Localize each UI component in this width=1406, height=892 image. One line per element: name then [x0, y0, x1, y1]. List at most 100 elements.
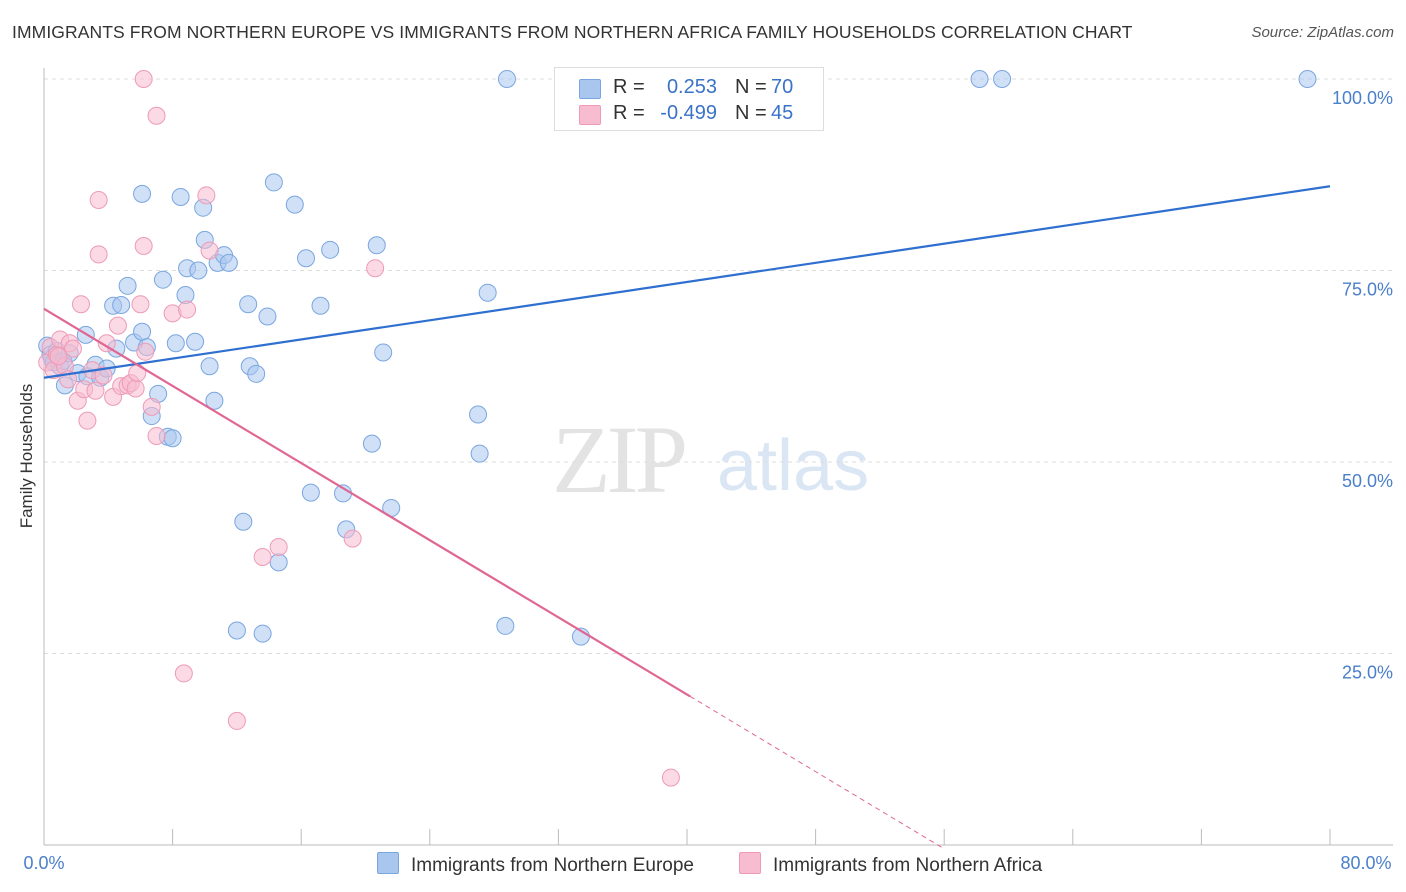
point-northern-africa — [89, 245, 108, 264]
point-northern-europe — [163, 429, 182, 448]
legend-item-northern-europe[interactable]: Immigrants from Northern Europe — [377, 852, 694, 877]
legend-label-northern-africa: Immigrants from Northern Africa — [773, 855, 1043, 876]
data-points — [38, 70, 1317, 787]
stats-row-blue: R = 0.253 N = 70 — [555, 75, 823, 101]
point-northern-africa — [253, 547, 272, 566]
point-northern-europe — [362, 434, 381, 453]
point-northern-europe — [227, 621, 246, 640]
point-northern-europe — [367, 236, 386, 255]
point-northern-europe — [374, 343, 393, 362]
trendline-northern-africa — [43, 307, 691, 698]
point-northern-europe — [469, 405, 488, 424]
point-northern-europe — [118, 276, 137, 295]
tick-labels: 25.0% 50.0% 75.0% 100.0% 0.0% 80.0% — [23, 88, 1393, 873]
point-northern-europe — [189, 261, 208, 280]
point-northern-africa — [366, 259, 385, 278]
point-northern-europe — [478, 283, 497, 302]
point-northern-europe — [496, 616, 515, 635]
point-northern-europe — [219, 253, 238, 272]
point-northern-africa — [89, 191, 108, 210]
point-northern-africa — [131, 295, 150, 314]
point-northern-europe — [133, 184, 152, 203]
point-northern-europe — [321, 240, 340, 259]
point-northern-africa — [94, 366, 113, 385]
point-northern-europe — [186, 332, 205, 351]
y-tick-label-100: 100.0% — [1332, 88, 1393, 108]
point-northern-africa — [147, 106, 166, 125]
point-northern-africa — [142, 397, 161, 416]
point-northern-africa — [343, 529, 362, 548]
blue-n-value: 70 — [771, 76, 794, 98]
point-northern-europe — [166, 334, 185, 353]
point-northern-europe — [200, 357, 219, 376]
point-northern-europe — [112, 295, 131, 314]
r-label: R = — [613, 76, 645, 98]
point-northern-africa — [269, 538, 288, 557]
axes — [43, 68, 1393, 846]
point-northern-africa — [147, 426, 166, 445]
trend-lines — [43, 185, 1331, 850]
point-northern-europe — [497, 70, 516, 88]
pink-swatch — [579, 105, 601, 125]
point-northern-europe — [993, 70, 1012, 88]
point-northern-africa — [200, 241, 219, 260]
y-tick-label-25: 25.0% — [1342, 663, 1393, 683]
point-northern-europe — [247, 364, 266, 383]
point-northern-africa — [49, 347, 68, 366]
x-tick-label-max: 80.0% — [1340, 853, 1391, 873]
point-northern-africa — [178, 300, 197, 319]
point-northern-europe — [311, 296, 330, 315]
watermark-atlas: atlas — [717, 426, 869, 506]
legend-label-northern-europe: Immigrants from Northern Europe — [411, 855, 694, 876]
legend: Immigrants from Northern Europe Immigran… — [0, 852, 1406, 878]
legend-swatch-blue — [377, 852, 399, 874]
legend-swatch-pink — [739, 852, 761, 874]
point-northern-africa — [97, 334, 116, 353]
point-northern-africa — [134, 70, 153, 88]
point-northern-europe — [269, 553, 288, 572]
point-northern-europe — [205, 391, 224, 410]
point-northern-africa — [661, 768, 680, 787]
trendline-northern-europe — [43, 185, 1331, 379]
point-northern-africa — [126, 379, 145, 398]
point-northern-europe — [285, 195, 304, 214]
chart-title: IMMIGRANTS FROM NORTHERN EUROPE VS IMMIG… — [12, 22, 1133, 42]
n-label: N = — [735, 76, 767, 98]
point-northern-europe — [153, 270, 172, 289]
point-northern-europe — [470, 444, 489, 463]
source-note: Source: ZipAtlas.com — [1251, 24, 1394, 41]
point-northern-europe — [239, 295, 258, 314]
point-northern-europe — [171, 187, 190, 206]
point-northern-africa — [136, 342, 155, 361]
x-tick-label-min: 0.0% — [23, 853, 64, 873]
trendline-northern-africa-extension — [689, 695, 945, 850]
n-label: N = — [735, 102, 767, 124]
point-northern-europe — [970, 70, 989, 88]
point-northern-europe — [264, 173, 283, 192]
point-northern-europe — [258, 307, 277, 326]
r-label: R = — [613, 102, 645, 124]
point-northern-africa — [197, 186, 216, 205]
point-northern-europe — [297, 249, 316, 268]
point-northern-africa — [86, 381, 105, 400]
point-northern-africa — [134, 236, 153, 255]
point-northern-europe — [1298, 70, 1317, 88]
pink-r-value: -0.499 — [660, 102, 717, 124]
legend-item-northern-africa[interactable]: Immigrants from Northern Africa — [739, 852, 1042, 877]
point-northern-europe — [133, 322, 152, 341]
pink-n-value: 45 — [771, 102, 794, 124]
stats-row-pink: R = -0.499 N = 45 — [555, 101, 823, 127]
point-northern-africa — [174, 664, 193, 683]
y-tick-label-50: 50.0% — [1342, 471, 1393, 491]
point-northern-africa — [63, 339, 82, 358]
point-northern-africa — [108, 316, 127, 335]
point-northern-africa — [227, 711, 246, 730]
watermark-zip: ZIP — [552, 406, 685, 513]
blue-r-value: 0.253 — [666, 76, 717, 98]
point-northern-europe — [301, 483, 320, 502]
point-northern-europe — [253, 624, 272, 643]
point-northern-africa — [78, 411, 97, 430]
y-tick-label-75: 75.0% — [1342, 280, 1393, 300]
stats-box: R = 0.253 N = 70 R = -0.499 N = 45 — [554, 67, 824, 131]
